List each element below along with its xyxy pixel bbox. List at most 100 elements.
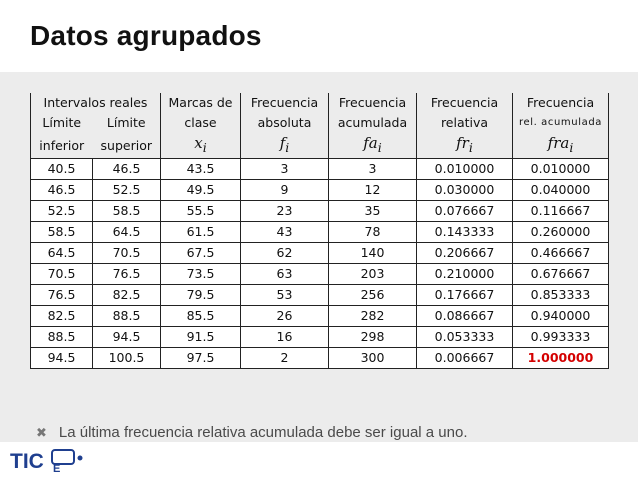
cell-frec-acumulada: 203 [328, 263, 417, 285]
cell-marca-clase: 97.5 [160, 347, 241, 369]
logo-monitor-icon [51, 449, 75, 465]
header-absoluta: absoluta [240, 113, 329, 133]
cell-frec-relativa: 0.006667 [416, 347, 513, 369]
symbol-fr: fr [456, 134, 469, 152]
symbol-fr-sub: i [468, 140, 473, 155]
cell-limite-superior: 88.5 [92, 305, 161, 327]
symbol-fa: fa [363, 134, 378, 152]
page-title: Datos agrupados [30, 20, 262, 51]
cell-frec-relativa: 0.210000 [416, 263, 513, 285]
header-intervalos-reales: Intervalos reales [30, 93, 161, 113]
cell-frec-absoluta: 16 [240, 326, 329, 348]
table-row: 70.5 76.5 73.5 63 203 0.210000 0.676667 [30, 263, 609, 285]
cell-frec-rel-acumulada: 0.853333 [512, 284, 609, 306]
cell-frec-absoluta: 9 [240, 179, 329, 201]
cell-frec-acumulada: 78 [328, 221, 417, 243]
header-limite-inferior: Límite [30, 113, 93, 133]
cell-limite-superior: 94.5 [92, 326, 161, 348]
cell-limite-inferior: 88.5 [30, 326, 93, 348]
cell-limite-inferior: 94.5 [30, 347, 93, 369]
header-row-1: Intervalos reales Marcas de Frecuencia F… [30, 93, 609, 113]
cell-frec-rel-acumulada: 0.260000 [512, 221, 609, 243]
cell-limite-inferior: 40.5 [30, 158, 93, 180]
symbol-x: x [194, 134, 203, 152]
cell-frec-relativa: 0.206667 [416, 242, 513, 264]
logo-text: TIC [10, 450, 44, 473]
cell-limite-superior: 52.5 [92, 179, 161, 201]
header-frecuencia-rel-acumulada: Frecuencia [512, 93, 609, 113]
table-row: 52.5 58.5 55.5 23 35 0.076667 0.116667 [30, 200, 609, 222]
table-row: 46.5 52.5 49.5 9 12 0.030000 0.040000 [30, 179, 609, 201]
frequency-table: Intervalos reales Marcas de Frecuencia F… [30, 93, 609, 369]
cell-frec-rel-acumulada: 0.676667 [512, 263, 609, 285]
cell-frec-acumulada: 256 [328, 284, 417, 306]
cell-frec-absoluta: 62 [240, 242, 329, 264]
cell-frec-absoluta: 2 [240, 347, 329, 369]
cell-frec-absoluta: 26 [240, 305, 329, 327]
cell-frec-relativa: 0.143333 [416, 221, 513, 243]
cell-frec-rel-acumulada: 0.116667 [512, 200, 609, 222]
symbol-fi: fi [240, 133, 329, 159]
cell-limite-inferior: 70.5 [30, 263, 93, 285]
cell-frec-acumulada: 300 [328, 347, 417, 369]
cell-marca-clase: 85.5 [160, 305, 241, 327]
bullet-x-icon: ✖ [36, 425, 47, 440]
cell-frec-rel-acumulada: 0.940000 [512, 305, 609, 327]
symbol-f: f [279, 134, 286, 152]
header-row-2: Límite Límite clase absoluta acumulada r… [30, 113, 609, 133]
cell-frec-absoluta: 23 [240, 200, 329, 222]
cell-limite-superior: 64.5 [92, 221, 161, 243]
symbol-f-sub: i [285, 140, 290, 155]
cell-limite-inferior: 52.5 [30, 200, 93, 222]
cell-limite-superior: 46.5 [92, 158, 161, 180]
cell-frec-rel-acumulada: 1.000000 [512, 347, 609, 369]
cell-frec-absoluta: 63 [240, 263, 329, 285]
table-row: 88.5 94.5 91.5 16 298 0.053333 0.993333 [30, 326, 609, 348]
cell-marca-clase: 43.5 [160, 158, 241, 180]
cell-frec-relativa: 0.030000 [416, 179, 513, 201]
header-frecuencia-relativa: Frecuencia [416, 93, 513, 113]
cell-limite-inferior: 46.5 [30, 179, 93, 201]
symbol-fai: fai [328, 133, 417, 159]
cell-limite-inferior: 76.5 [30, 284, 93, 306]
cell-frec-acumulada: 12 [328, 179, 417, 201]
cell-frec-acumulada: 3 [328, 158, 417, 180]
table-row: 64.5 70.5 67.5 62 140 0.206667 0.466667 [30, 242, 609, 264]
cell-limite-superior: 76.5 [92, 263, 161, 285]
cell-marca-clase: 73.5 [160, 263, 241, 285]
cell-frec-rel-acumulada: 0.993333 [512, 326, 609, 348]
cell-frec-rel-acumulada: 0.040000 [512, 179, 609, 201]
table-row: 82.5 88.5 85.5 26 282 0.086667 0.940000 [30, 305, 609, 327]
cell-frec-absoluta: 53 [240, 284, 329, 306]
cell-frec-relativa: 0.076667 [416, 200, 513, 222]
symbol-fra: fra [547, 134, 570, 152]
cell-marca-clase: 49.5 [160, 179, 241, 201]
header-inferior: inferior [30, 133, 93, 159]
note-text: La última frecuencia relativa acumulada … [58, 424, 468, 441]
header-frecuencia-acumulada: Frecuencia [328, 93, 417, 113]
cell-frec-acumulada: 35 [328, 200, 417, 222]
cell-frec-absoluta: 43 [240, 221, 329, 243]
header-row-3: inferior superior xi fi fai fri frai [30, 133, 609, 159]
header-relativa: relativa [416, 113, 513, 133]
cell-frec-acumulada: 140 [328, 242, 417, 264]
cell-frec-relativa: 0.053333 [416, 326, 513, 348]
header-frecuencia-absoluta: Frecuencia [240, 93, 329, 113]
cell-frec-relativa: 0.176667 [416, 284, 513, 306]
symbol-fra-sub: i [569, 140, 574, 155]
cell-marca-clase: 55.5 [160, 200, 241, 222]
cell-limite-superior: 100.5 [92, 347, 161, 369]
header-clase: clase [160, 113, 241, 133]
symbol-frai: frai [512, 133, 609, 159]
header-rel-acumulada: rel. acumulada [512, 113, 609, 133]
cell-marca-clase: 61.5 [160, 221, 241, 243]
cell-limite-inferior: 58.5 [30, 221, 93, 243]
cell-limite-inferior: 64.5 [30, 242, 93, 264]
symbol-fa-sub: i [377, 140, 382, 155]
header-limite-superior: Límite [92, 113, 161, 133]
cell-limite-superior: 82.5 [92, 284, 161, 306]
cell-marca-clase: 79.5 [160, 284, 241, 306]
cell-frec-relativa: 0.010000 [416, 158, 513, 180]
table-row: 58.5 64.5 61.5 43 78 0.143333 0.260000 [30, 221, 609, 243]
symbol-fri: fri [416, 133, 513, 159]
